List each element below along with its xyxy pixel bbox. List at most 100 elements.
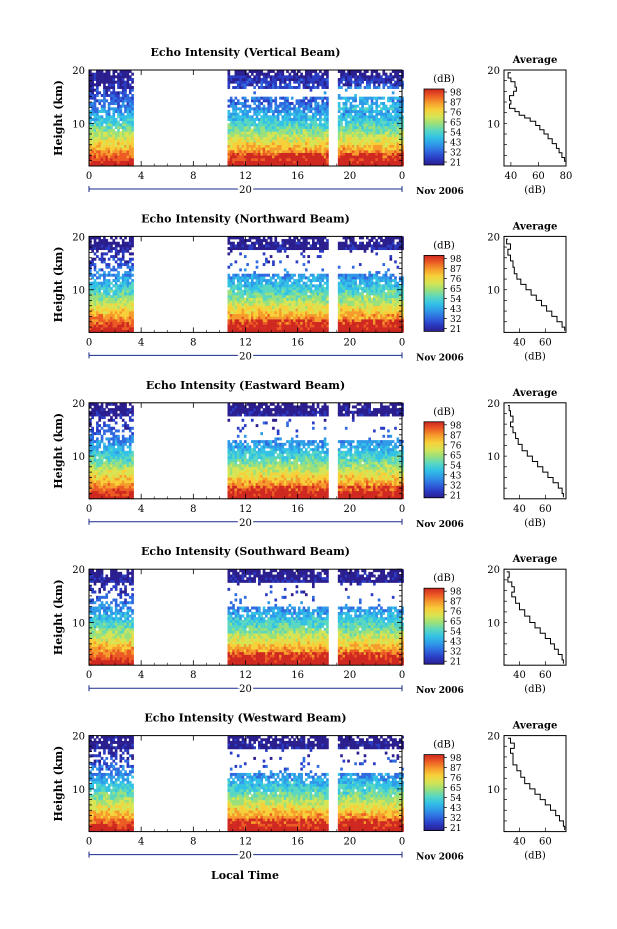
heatmap-cell bbox=[98, 300, 102, 304]
heatmap-cell bbox=[119, 139, 123, 143]
heatmap-cell bbox=[93, 144, 97, 148]
heatmap-cell bbox=[396, 158, 400, 161]
heatmap-cell bbox=[312, 300, 315, 304]
heatmap-cell bbox=[241, 112, 245, 116]
heatmap-cell bbox=[363, 300, 367, 304]
heatmap-cell bbox=[131, 80, 134, 84]
heatmap-cell bbox=[105, 158, 109, 161]
heatmap-cell bbox=[342, 83, 346, 87]
heatmap-cell bbox=[234, 305, 238, 309]
heatmap-cell bbox=[319, 139, 322, 143]
heatmap-cell bbox=[368, 107, 371, 111]
heatmap-cell bbox=[344, 279, 348, 283]
heatmap-cell bbox=[267, 136, 271, 140]
heatmap-cell bbox=[98, 163, 102, 167]
heatmap-cell bbox=[112, 241, 116, 245]
heatmap-cell bbox=[319, 300, 322, 304]
heatmap-cell bbox=[302, 128, 306, 132]
heatmap-cell bbox=[100, 305, 104, 309]
heatmap-cell bbox=[105, 110, 109, 113]
heatmap-cell bbox=[380, 96, 383, 100]
heatmap-cell bbox=[117, 139, 120, 143]
heatmap-cell bbox=[119, 96, 123, 100]
heatmap-cell bbox=[387, 128, 390, 132]
heatmap-cell bbox=[307, 284, 310, 288]
colorbar-tick-label: 87 bbox=[450, 99, 462, 109]
heatmap-cell bbox=[370, 247, 374, 251]
heatmap-cell bbox=[258, 80, 261, 84]
heatmap-cell bbox=[110, 244, 113, 248]
heatmap-cell bbox=[337, 96, 341, 100]
heatmap-cell bbox=[323, 80, 327, 84]
heatmap-cell bbox=[347, 78, 350, 81]
heatmap-cell bbox=[239, 134, 242, 137]
heatmap-cell bbox=[255, 72, 259, 76]
heatmap-cell bbox=[290, 244, 294, 248]
heatmap-cell bbox=[246, 321, 249, 325]
heatmap-cell bbox=[103, 136, 106, 140]
heatmap-cell bbox=[398, 131, 402, 135]
heatmap-cell bbox=[377, 289, 381, 293]
heatmap-cell bbox=[316, 308, 320, 312]
heatmap-cell bbox=[321, 80, 325, 84]
heatmap-cell bbox=[239, 327, 242, 331]
heatmap-cell bbox=[368, 308, 371, 312]
heatmap-cell bbox=[112, 96, 116, 100]
heatmap-cell bbox=[91, 75, 94, 79]
heatmap-cell bbox=[255, 75, 259, 79]
heatmap-cell bbox=[269, 287, 273, 291]
heatmap-cell bbox=[375, 321, 379, 325]
heatmap-cell bbox=[274, 86, 278, 89]
heatmap-cell bbox=[288, 160, 292, 164]
heatmap-cell bbox=[276, 241, 280, 245]
heatmap-cell bbox=[89, 139, 92, 143]
heatmap-cell bbox=[103, 260, 106, 264]
heatmap-cell bbox=[380, 152, 383, 156]
heatmap-cell bbox=[105, 72, 109, 76]
heatmap-cell bbox=[250, 158, 254, 161]
heatmap-cell bbox=[253, 287, 256, 291]
heatmap-cell bbox=[349, 147, 353, 151]
heatmap-cell bbox=[89, 136, 92, 140]
heatmap-cell bbox=[260, 163, 264, 167]
heatmap-cell bbox=[126, 279, 130, 283]
heatmap-cell bbox=[274, 287, 278, 291]
heatmap-cell bbox=[117, 287, 120, 291]
heatmap-cell bbox=[114, 281, 118, 285]
heatmap-cell bbox=[107, 102, 111, 105]
heatmap-cell bbox=[250, 118, 254, 121]
heatmap-cell bbox=[253, 321, 256, 325]
heatmap-cell bbox=[93, 126, 97, 129]
heatmap-cell bbox=[342, 128, 346, 132]
heatmap-cell bbox=[232, 102, 235, 105]
heatmap-cell bbox=[96, 120, 99, 124]
heatmap-cell bbox=[286, 136, 289, 140]
heatmap-cell bbox=[255, 311, 259, 315]
heatmap-cell bbox=[342, 110, 346, 113]
heatmap-cell bbox=[260, 126, 264, 129]
heatmap-cell bbox=[375, 239, 379, 243]
heatmap-cell bbox=[340, 70, 343, 73]
heatmap-cell bbox=[401, 131, 404, 135]
heatmap-cell bbox=[126, 78, 130, 81]
heatmap-cell bbox=[265, 72, 268, 76]
heatmap-cell bbox=[258, 112, 261, 116]
heatmap-cell bbox=[253, 297, 256, 301]
heatmap-cell bbox=[128, 75, 132, 79]
heatmap-cell bbox=[267, 297, 271, 301]
heatmap-cell bbox=[227, 295, 231, 299]
heatmap-cell bbox=[107, 316, 111, 320]
heatmap-cell bbox=[110, 80, 113, 84]
heatmap-cell bbox=[234, 128, 238, 132]
heatmap-cell bbox=[128, 78, 132, 81]
heatmap-cell bbox=[89, 147, 92, 151]
heatmap-cell bbox=[274, 126, 278, 129]
heatmap-cell bbox=[361, 160, 364, 164]
heatmap-cell bbox=[279, 289, 282, 293]
heatmap-cell bbox=[121, 163, 125, 167]
heatmap-cell bbox=[302, 327, 306, 331]
heatmap-cell bbox=[103, 128, 106, 132]
heatmap-cell bbox=[124, 96, 127, 100]
heatmap-cell bbox=[295, 300, 299, 304]
heatmap-cell bbox=[229, 244, 233, 248]
